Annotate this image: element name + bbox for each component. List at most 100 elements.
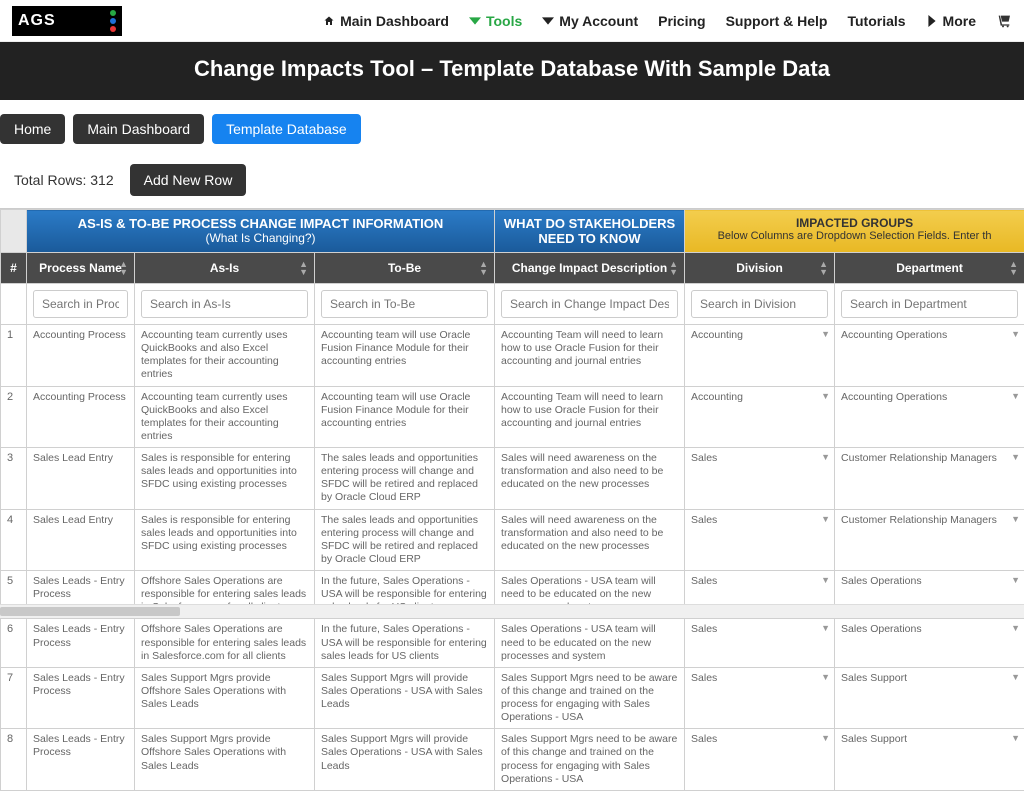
cell-division[interactable]: Sales▼ [685, 667, 835, 729]
logo-text: AGS [18, 12, 56, 30]
cell-asis: Accounting team currently uses QuickBook… [135, 386, 315, 448]
dropdown-caret-icon: ▼ [1011, 623, 1020, 634]
nav-label: My Account [559, 13, 638, 29]
dropdown-caret-icon: ▼ [821, 391, 830, 402]
col-department[interactable]: Department▲▼ [835, 253, 1024, 284]
nav-tools[interactable]: Tools [469, 13, 522, 29]
caret-down-icon [469, 15, 481, 27]
nav-support[interactable]: Support & Help [726, 13, 828, 29]
search-process-input[interactable] [33, 290, 128, 318]
nav-label: Tutorials [847, 13, 905, 29]
cell-department[interactable]: Accounting Operations▼ [835, 386, 1024, 448]
sort-icon: ▲▼ [299, 260, 308, 276]
crumb-home[interactable]: Home [0, 114, 65, 144]
table-row[interactable]: 1Accounting ProcessAccounting team curre… [1, 325, 1024, 387]
group-title: IMPACTED GROUPS [689, 216, 1020, 230]
col-process-name[interactable]: Process Name▲▼ [27, 253, 135, 284]
crumb-template-database[interactable]: Template Database [212, 114, 361, 144]
nav-pricing[interactable]: Pricing [658, 13, 705, 29]
dropdown-caret-icon: ▼ [1011, 575, 1020, 586]
nav-more[interactable]: More [926, 13, 976, 29]
row-number: 1 [1, 325, 27, 387]
cell-process: Sales Leads - Entry Process [27, 667, 135, 729]
logo-dots [110, 10, 116, 32]
dropdown-caret-icon: ▼ [821, 514, 830, 525]
cell-asis: Offshore Sales Operations are responsibl… [135, 619, 315, 667]
dropdown-caret-icon: ▼ [1011, 452, 1020, 463]
group-subtitle: (What Is Changing?) [31, 231, 490, 245]
breadcrumb: Home Main Dashboard Template Database [0, 100, 1024, 158]
col-division[interactable]: Division▲▼ [685, 253, 835, 284]
caret-down-icon [542, 15, 554, 27]
sort-icon: ▲▼ [1009, 260, 1018, 276]
sort-icon: ▲▼ [669, 260, 678, 276]
search-spacer [1, 284, 27, 325]
col-num[interactable]: # [1, 253, 27, 284]
group-title: WHAT DO STAKEHOLDERS NEED TO KNOW [499, 216, 680, 246]
group-title: AS-IS & TO-BE PROCESS CHANGE IMPACT INFO… [31, 216, 490, 231]
dropdown-caret-icon: ▼ [821, 672, 830, 683]
sort-icon: ▲▼ [119, 260, 128, 276]
col-as-is[interactable]: As-Is▲▼ [135, 253, 315, 284]
cell-division[interactable]: Sales▼ [685, 448, 835, 510]
group-subtitle: Below Columns are Dropdown Selection Fie… [689, 230, 1020, 242]
cell-division[interactable]: Sales▼ [685, 619, 835, 667]
crumb-main-dashboard[interactable]: Main Dashboard [73, 114, 204, 144]
nav-tutorials[interactable]: Tutorials [847, 13, 905, 29]
dropdown-caret-icon: ▼ [1011, 329, 1020, 340]
cell-tobe: Sales Support Mgrs will provide Sales Op… [315, 667, 495, 729]
table-row[interactable]: 7Sales Leads - Entry ProcessSales Suppor… [1, 667, 1024, 729]
dropdown-caret-icon: ▼ [1011, 514, 1020, 525]
row-number: 6 [1, 619, 27, 667]
cell-division[interactable]: Sales▼ [685, 729, 835, 791]
group-header-row: AS-IS & TO-BE PROCESS CHANGE IMPACT INFO… [1, 210, 1024, 253]
horizontal-scrollbar[interactable] [0, 604, 1024, 618]
total-rows-label: Total Rows: 312 [14, 172, 114, 188]
col-to-be[interactable]: To-Be▲▼ [315, 253, 495, 284]
home-icon [323, 15, 335, 27]
cell-tobe: Accounting team will use Oracle Fusion F… [315, 386, 495, 448]
sort-icon: ▲▼ [819, 260, 828, 276]
add-new-row-button[interactable]: Add New Row [130, 164, 247, 196]
table-row[interactable]: 8Sales Leads - Entry ProcessSales Suppor… [1, 729, 1024, 791]
col-change-impact[interactable]: Change Impact Description▲▼ [495, 253, 685, 284]
nav-my-account[interactable]: My Account [542, 13, 638, 29]
scrollbar-thumb[interactable] [0, 607, 180, 616]
page-title: Change Impacts Tool – Template Database … [0, 42, 1024, 100]
cell-tobe: The sales leads and opportunities enteri… [315, 448, 495, 510]
sort-icon: ▲▼ [479, 260, 488, 276]
row-number: 2 [1, 386, 27, 448]
logo-dot [110, 26, 116, 32]
dropdown-caret-icon: ▼ [1011, 672, 1020, 683]
search-tobe-input[interactable] [321, 290, 488, 318]
cell-department[interactable]: Sales Support▼ [835, 729, 1024, 791]
search-division-input[interactable] [691, 290, 828, 318]
cell-division[interactable]: Accounting▼ [685, 325, 835, 387]
search-department-input[interactable] [841, 290, 1018, 318]
nav-label: Pricing [658, 13, 705, 29]
cell-process: Sales Leads - Entry Process [27, 729, 135, 791]
table-row[interactable]: 2Accounting ProcessAccounting team curre… [1, 386, 1024, 448]
cell-impact: Sales will need awareness on the transfo… [495, 509, 685, 571]
table-row[interactable]: 3Sales Lead EntrySales is responsible fo… [1, 448, 1024, 510]
cell-department[interactable]: Customer Relationship Managers▼ [835, 448, 1024, 510]
top-bar: AGS Main Dashboard Tools My Account Pric… [0, 0, 1024, 42]
cell-tobe: Sales Support Mgrs will provide Sales Op… [315, 729, 495, 791]
dropdown-caret-icon: ▼ [1011, 391, 1020, 402]
cell-department[interactable]: Customer Relationship Managers▼ [835, 509, 1024, 571]
search-impact-input[interactable] [501, 290, 678, 318]
cell-tobe: In the future, Sales Operations - USA wi… [315, 619, 495, 667]
cell-division[interactable]: Sales▼ [685, 509, 835, 571]
cell-department[interactable]: Sales Operations▼ [835, 619, 1024, 667]
cart-icon[interactable] [996, 13, 1012, 29]
cell-department[interactable]: Accounting Operations▼ [835, 325, 1024, 387]
cell-division[interactable]: Accounting▼ [685, 386, 835, 448]
cell-department[interactable]: Sales Support▼ [835, 667, 1024, 729]
dropdown-caret-icon: ▼ [821, 575, 830, 586]
search-asis-input[interactable] [141, 290, 308, 318]
table-row[interactable]: 6Sales Leads - Entry ProcessOffshore Sal… [1, 619, 1024, 667]
table-row[interactable]: 4Sales Lead EntrySales is responsible fo… [1, 509, 1024, 571]
nav-main-dashboard[interactable]: Main Dashboard [323, 13, 449, 29]
cell-process: Accounting Process [27, 325, 135, 387]
cell-impact: Sales Support Mgrs need to be aware of t… [495, 729, 685, 791]
